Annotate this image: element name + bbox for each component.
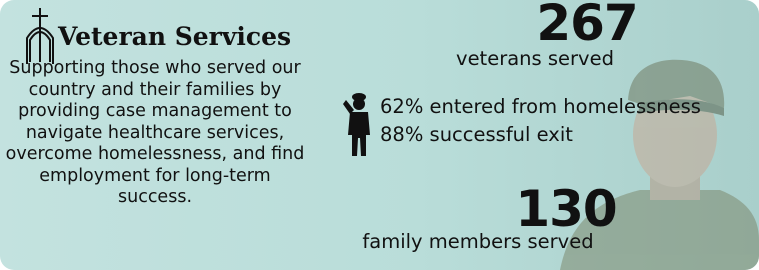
title: Veteran Services bbox=[58, 22, 291, 51]
infographic-card: Veteran Services Supporting those who se… bbox=[0, 0, 759, 270]
stat-line: 62% entered from homelessness bbox=[380, 95, 701, 118]
stat-label: veterans served bbox=[456, 47, 614, 70]
description: Supporting those who served our country … bbox=[2, 58, 308, 209]
stat-line: 88% successful exit bbox=[380, 123, 573, 146]
cross-icon bbox=[27, 8, 53, 64]
soldier-icon bbox=[343, 93, 370, 156]
stat-label: family members served bbox=[362, 230, 593, 253]
stat-number: 267 bbox=[536, 0, 637, 52]
